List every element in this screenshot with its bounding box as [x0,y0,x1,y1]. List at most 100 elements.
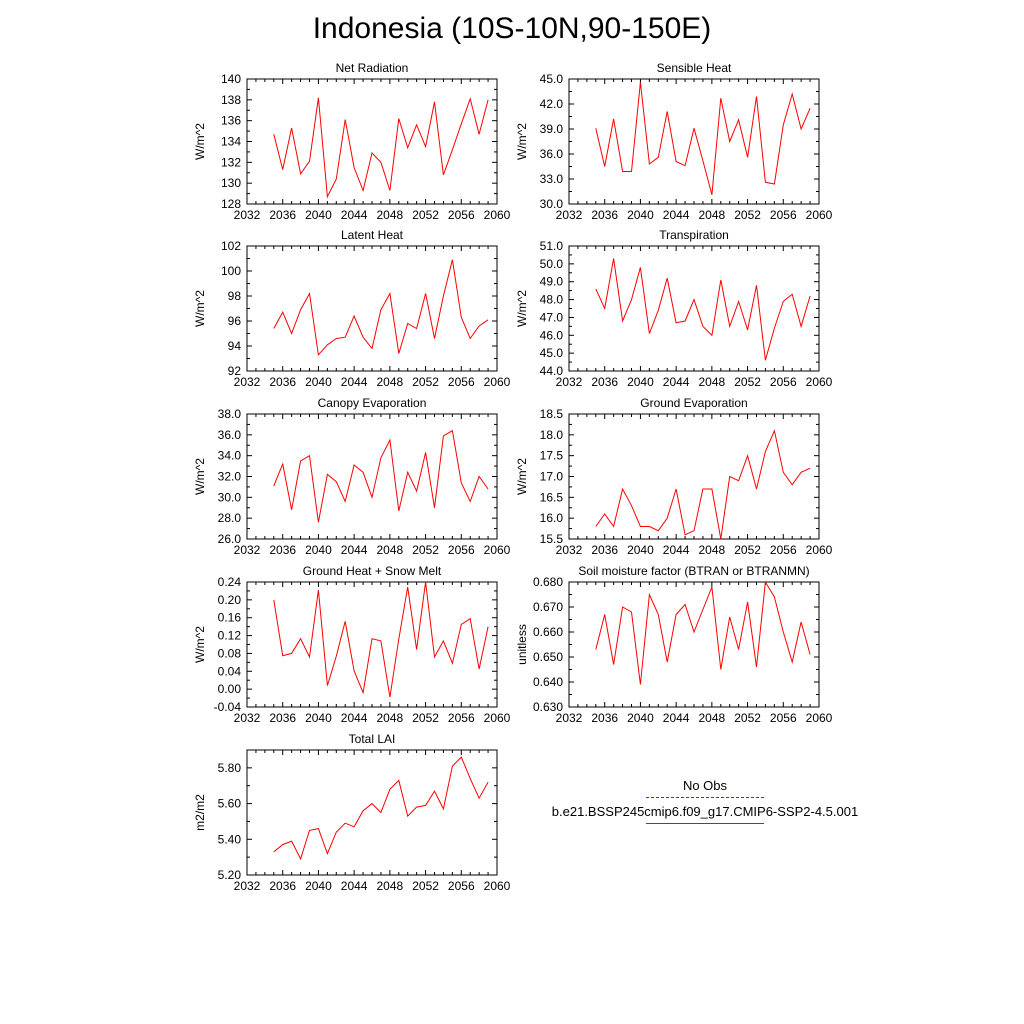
y-tick-label: 5.20 [218,868,242,882]
series-line [595,429,811,540]
x-tick-label: 2056 [448,208,475,222]
x-tick-label: 2044 [341,711,368,725]
y-tick-label: 0.00 [218,682,242,696]
x-tick-label: 2032 [234,711,261,725]
plot-frame [568,245,820,372]
x-tick-label: 2056 [448,879,475,893]
chart-panel: Ground Heat + Snow Melt W/m^2 2032 2036 2040… [193,564,511,725]
x-tick-label: 2040 [627,375,654,389]
legend-obs-label: No Obs [682,778,728,793]
y-tick-label: 30.0 [540,197,564,211]
y-axis-label: W/m^2 [193,290,207,327]
x-tick-label: 2036 [591,543,618,557]
x-tick-label: 2060 [484,543,511,557]
x-tick-label: 2040 [305,208,332,222]
x-tick-label: 2040 [305,375,332,389]
x-tick-label: 2056 [770,543,797,557]
chart-title: Latent Heat [341,228,404,242]
x-tick-label: 2056 [448,375,475,389]
chart-panel: Net Radiation W/m^2 2032 2036 2040 2044 2048 20… [193,61,511,222]
y-tick-label: 0.08 [218,646,242,660]
plot-frame [568,413,820,540]
y-tick-label: 102 [221,239,241,253]
x-tick-label: 2048 [699,208,726,222]
plot-frame [568,78,820,205]
chart-panel: Transpiration W/m^2 2032 2036 2040 2044 2048 20… [515,228,833,389]
x-tick-label: 2052 [734,711,761,725]
x-tick-label: 2040 [627,208,654,222]
y-tick-label: 130 [221,176,241,190]
x-tick-label: 2044 [663,543,690,557]
y-tick-label: 0.650 [533,650,563,664]
y-tick-label: 17.5 [540,449,564,463]
x-tick-label: 2056 [770,375,797,389]
chart-title: Canopy Evaporation [318,396,427,410]
y-axis-label: W/m^2 [515,458,529,495]
y-tick-label: 0.660 [533,625,563,639]
x-tick-label: 2048 [699,375,726,389]
y-tick-label: 16.0 [540,511,564,525]
x-tick-label: 2040 [627,543,654,557]
x-tick-label: 2032 [234,543,261,557]
x-tick-label: 2036 [269,711,296,725]
y-tick-label: 17.0 [540,470,564,484]
y-axis-label: m2/m2 [193,794,207,831]
series-line [273,97,489,199]
y-tick-label: 0.04 [218,664,242,678]
x-tick-label: 2036 [269,208,296,222]
y-tick-label: 26.0 [218,532,242,546]
series-line [595,258,811,361]
y-tick-label: 128 [221,197,241,211]
y-axis-label: W/m^2 [193,458,207,495]
y-tick-label: 5.60 [218,797,242,811]
x-tick-label: 2040 [305,879,332,893]
y-axis-label: W/m^2 [193,123,207,160]
x-tick-label: 2060 [806,543,833,557]
x-tick-label: 2048 [377,375,404,389]
x-tick-label: 2060 [806,375,833,389]
series-line [273,581,489,698]
x-tick-label: 2056 [770,711,797,725]
chart-title: Ground Evaporation [640,396,747,410]
x-tick-label: 2044 [663,711,690,725]
chart-panel: Total LAI m2/m2 2032 2036 2040 2044 2048 2052 20… [193,732,511,893]
x-tick-label: 2044 [663,375,690,389]
y-tick-label: 132 [221,155,241,169]
chart-title: Transpiration [659,228,729,242]
legend-model-label: b.e21.BSSP245cmip6.f09_g17.CMIP6-SSP2-4.… [551,804,859,819]
x-tick-label: 2060 [484,208,511,222]
y-tick-label: 140 [221,72,241,86]
y-tick-label: -0.04 [214,700,242,714]
x-tick-label: 2032 [556,208,583,222]
y-tick-label: 38.0 [218,407,242,421]
x-tick-label: 2052 [412,543,439,557]
x-tick-label: 2048 [377,208,404,222]
series-line [273,756,489,861]
chart-panel: Latent Heat W/m^2 2032 2036 2040 2044 2048 2052… [193,228,511,389]
x-tick-label: 2036 [591,208,618,222]
y-tick-label: 0.20 [218,593,242,607]
x-tick-label: 2048 [377,879,404,893]
x-tick-label: 2044 [341,208,368,222]
y-tick-label: 96 [228,314,242,328]
y-tick-label: 50.0 [540,257,564,271]
plot-frame [246,78,498,205]
y-tick-label: 134 [221,135,241,149]
y-tick-label: 46.0 [540,328,564,342]
x-tick-label: 2052 [734,208,761,222]
x-tick-label: 2032 [556,543,583,557]
x-tick-label: 2048 [377,711,404,725]
chart-title: Soil moisture factor (BTRAN or BTRANMN) [578,564,809,578]
x-tick-label: 2040 [627,711,654,725]
y-tick-label: 28.0 [218,511,242,525]
y-tick-label: 5.40 [218,832,242,846]
chart-panel: Ground Evaporation W/m^2 2032 2036 2040 2044 2… [515,396,833,557]
y-tick-label: 15.5 [540,532,564,546]
y-tick-label: 0.12 [218,629,242,643]
y-tick-label: 48.0 [540,293,564,307]
x-tick-label: 2052 [412,711,439,725]
x-tick-label: 2036 [269,879,296,893]
y-tick-label: 92 [228,364,242,378]
y-tick-label: 44.0 [540,364,564,378]
